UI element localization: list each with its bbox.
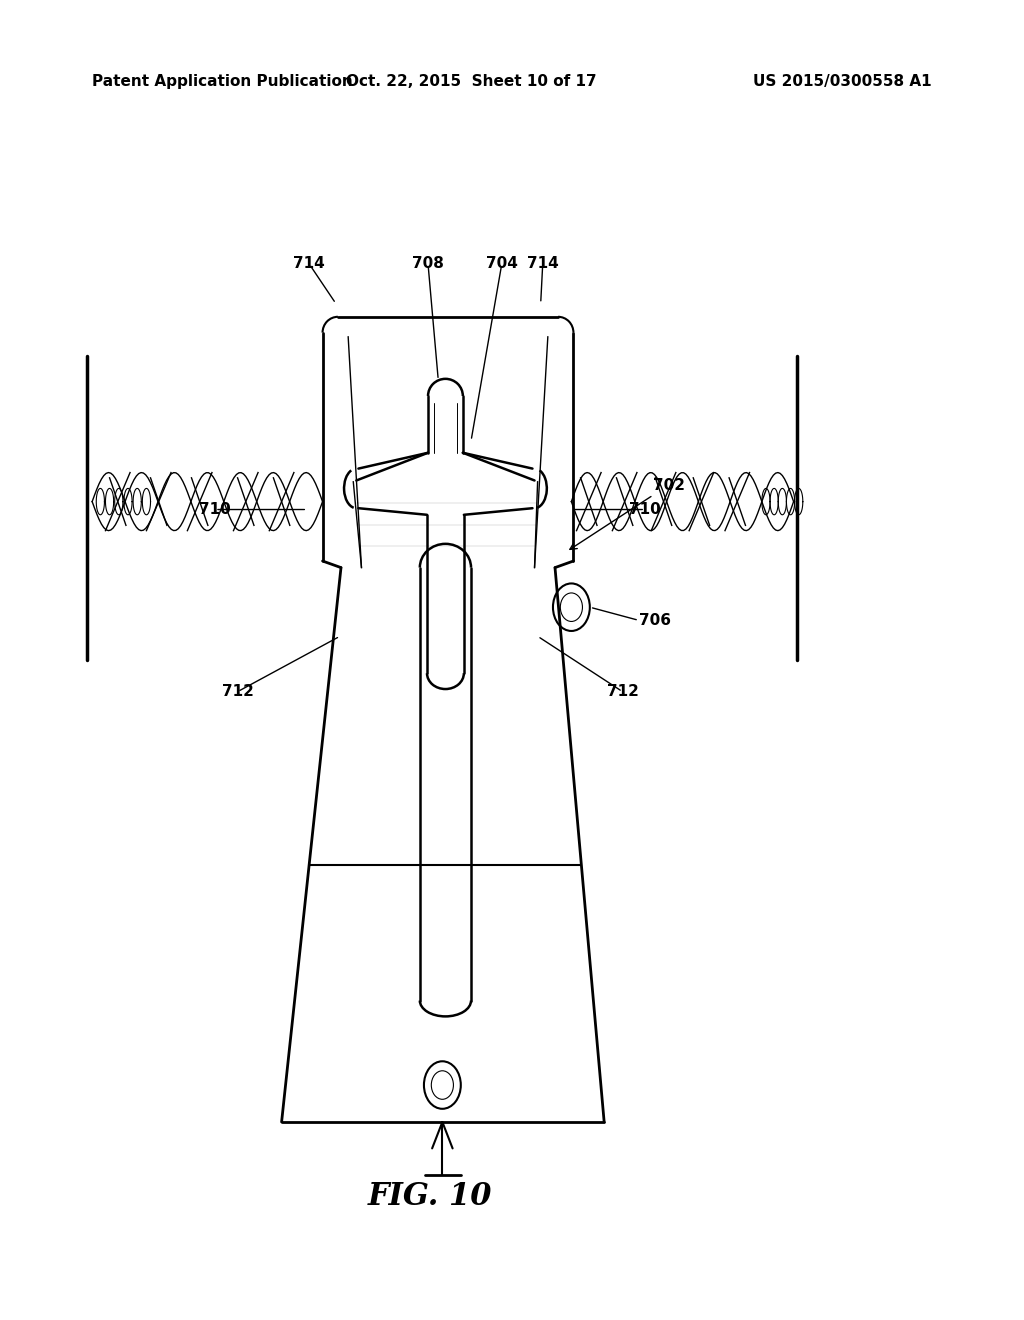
Text: Patent Application Publication: Patent Application Publication [92,74,353,88]
Text: US 2015/0300558 A1: US 2015/0300558 A1 [754,74,932,88]
Text: 706: 706 [639,612,671,628]
Text: 704: 704 [485,256,518,272]
Text: 712: 712 [606,684,639,700]
Text: 714: 714 [293,256,326,272]
Text: FIG. 10: FIG. 10 [368,1181,493,1212]
Text: 714: 714 [526,256,559,272]
Text: 710: 710 [199,502,231,517]
Text: 712: 712 [221,684,254,700]
Text: 710: 710 [629,502,662,517]
Text: Oct. 22, 2015  Sheet 10 of 17: Oct. 22, 2015 Sheet 10 of 17 [346,74,596,88]
Text: 708: 708 [412,256,444,272]
Text: 702: 702 [653,478,685,494]
